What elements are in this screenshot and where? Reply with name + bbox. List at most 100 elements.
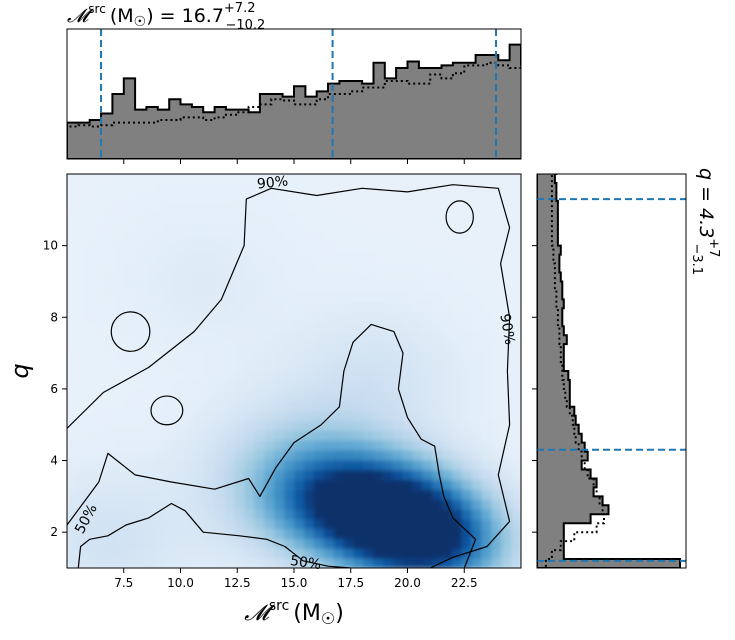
heatmap-cell	[294, 538, 305, 549]
right-title-main: q = 4.3	[695, 168, 717, 238]
heatmap-cell	[96, 331, 108, 343]
heatmap-cell	[244, 558, 256, 568]
heatmap-cell	[491, 400, 502, 411]
heatmap-cell	[185, 489, 196, 500]
heatmap-cell	[481, 223, 492, 234]
heatmap-cell	[382, 538, 394, 549]
heatmap-cell	[136, 262, 147, 274]
heatmap-cell	[244, 262, 256, 274]
heatmap-cell	[106, 558, 117, 568]
heatmap-cell	[511, 262, 521, 274]
heatmap-cell	[274, 292, 285, 303]
heatmap-cell	[155, 193, 167, 205]
heatmap-cell	[422, 548, 433, 559]
heatmap-cell	[106, 459, 117, 471]
heatmap-cell	[372, 508, 384, 520]
heatmap-cell	[451, 420, 463, 431]
heatmap-cell	[412, 499, 423, 510]
heatmap-cell	[382, 272, 394, 283]
heatmap-cell	[165, 252, 177, 264]
heatmap-cell	[471, 420, 483, 431]
heatmap-cell	[333, 282, 344, 293]
heatmap-cell	[343, 469, 354, 480]
heatmap-cell	[67, 459, 78, 471]
heatmap-cell	[313, 558, 325, 568]
heatmap-cell	[432, 469, 443, 480]
heatmap-cell	[481, 400, 492, 411]
heatmap-cell	[205, 489, 216, 500]
heatmap-cell	[422, 213, 433, 224]
heatmap-cell	[185, 321, 196, 333]
heatmap-cell	[195, 262, 206, 274]
heatmap-cell	[86, 242, 98, 254]
heatmap-cell	[106, 183, 117, 195]
heatmap-cell	[442, 311, 453, 323]
heatmap-cell	[353, 508, 364, 520]
heatmap-cell	[106, 508, 117, 520]
heatmap-cell	[86, 203, 98, 214]
heatmap-cell	[481, 518, 492, 530]
heatmap-cell	[392, 252, 404, 264]
heatmap-cell	[481, 183, 492, 195]
heatmap-cell	[106, 439, 117, 451]
y-tick-label: 10	[43, 239, 58, 253]
heatmap-cell	[67, 233, 78, 244]
heatmap-cell	[481, 489, 492, 500]
heatmap-cell	[451, 558, 463, 568]
heatmap-cell	[294, 518, 305, 530]
heatmap-cell	[461, 558, 473, 568]
heatmap-cell	[136, 558, 147, 568]
heatmap-cell	[471, 203, 483, 214]
y-tick-label: 6	[50, 382, 58, 396]
heatmap-cell	[471, 331, 483, 343]
heatmap-cell	[175, 538, 187, 549]
heatmap-cell	[86, 518, 98, 530]
heatmap-cell	[126, 174, 137, 185]
heatmap-cell	[96, 469, 108, 480]
heatmap-cell	[96, 439, 108, 451]
heatmap-cell	[116, 213, 127, 224]
heatmap-cell	[372, 242, 384, 254]
heatmap-cell	[481, 174, 492, 185]
heatmap-cell	[224, 499, 236, 510]
heatmap-cell	[76, 449, 88, 461]
heatmap-cell	[126, 508, 137, 520]
heatmap-cell	[501, 371, 512, 382]
heatmap-cell	[343, 410, 354, 421]
heatmap-cell	[175, 430, 187, 441]
heatmap-cell	[501, 558, 512, 568]
heatmap-cell	[353, 390, 364, 402]
heatmap-cell	[511, 371, 521, 382]
heatmap-cell	[165, 528, 177, 540]
heatmap-cell	[363, 282, 374, 293]
heatmap-cell	[76, 292, 88, 303]
heatmap-cell	[67, 262, 78, 274]
heatmap-cell	[461, 489, 473, 500]
heatmap-cell	[491, 193, 502, 205]
heatmap-cell	[481, 420, 492, 431]
contour-label-90-top: 90%	[256, 173, 289, 192]
heatmap-cell	[116, 174, 127, 185]
heatmap-cell	[313, 252, 325, 264]
heatmap-cell	[116, 558, 127, 568]
heatmap-cell	[274, 282, 285, 293]
heatmap-cell	[323, 331, 335, 343]
heatmap-cell	[215, 302, 226, 313]
heatmap-cell	[244, 430, 256, 441]
heatmap-cell	[185, 213, 196, 224]
heatmap-cell	[126, 223, 137, 234]
heatmap-cell	[294, 380, 305, 392]
heatmap-cell	[333, 380, 344, 392]
heatmap-cell	[372, 439, 384, 451]
heatmap-cell	[382, 459, 394, 471]
heatmap-cell	[422, 469, 433, 480]
heatmap-cell	[412, 233, 423, 244]
heatmap-cell	[422, 459, 433, 471]
heatmap-cell	[224, 174, 236, 185]
contour-island	[150, 395, 184, 426]
heatmap-cell	[372, 390, 384, 402]
heatmap-cell	[244, 311, 256, 323]
heatmap-cell	[215, 233, 226, 244]
heatmap-cell	[165, 311, 177, 323]
heatmap-cell	[126, 459, 137, 471]
